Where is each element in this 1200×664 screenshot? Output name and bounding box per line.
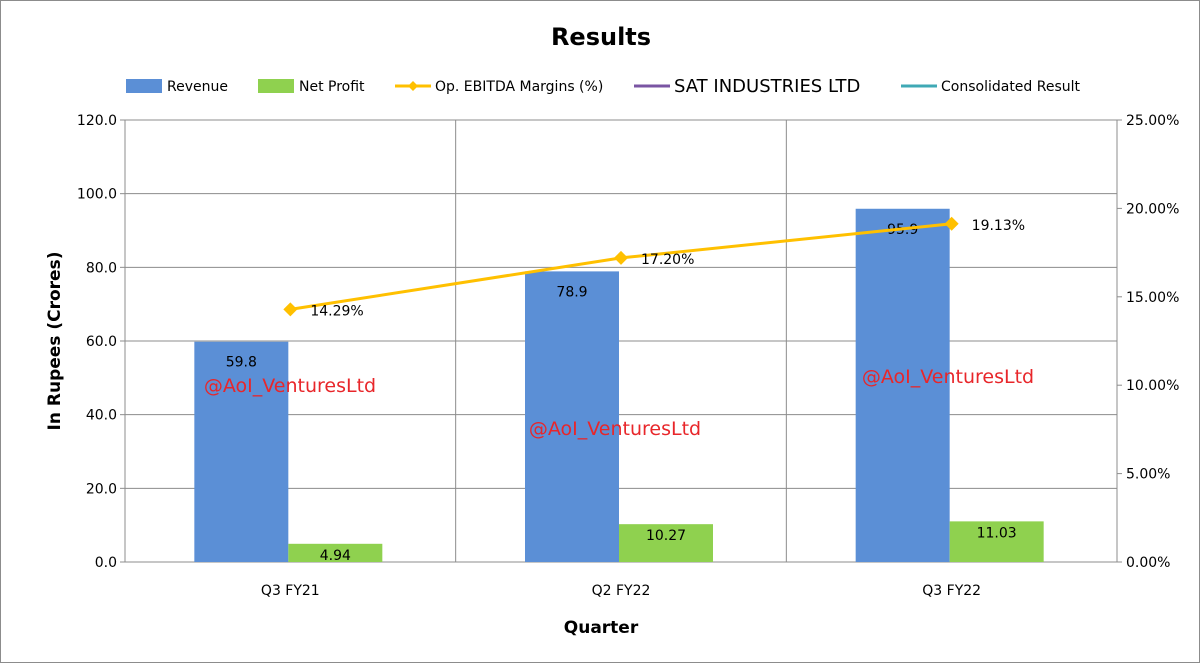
watermark-text: @AoI_VenturesLtd xyxy=(529,418,701,440)
y-tick-label: 100.0 xyxy=(77,187,117,203)
y-tick-label: 120.0 xyxy=(77,113,117,129)
y2-tick-label: 15.00% xyxy=(1126,290,1179,306)
watermark-text: @AoI_VenturesLtd xyxy=(862,366,1034,388)
y2-tick-label: 20.00% xyxy=(1126,201,1179,217)
marker-ebitda-margins xyxy=(283,302,298,317)
legend-swatch-revenue xyxy=(126,79,162,93)
y2-tick-label: 25.00% xyxy=(1126,113,1179,129)
marker-ebitda-margins xyxy=(944,216,959,231)
legend-label-revenue: Revenue xyxy=(167,79,228,95)
x-tick-label: Q3 FY21 xyxy=(261,583,320,599)
y2-tick-label: 10.00% xyxy=(1126,378,1179,394)
data-label-net-profit: 10.27 xyxy=(646,528,686,544)
y-tick-label: 0.0 xyxy=(95,555,117,571)
legend-label-ebitda: Op. EBITDA Margins (%) xyxy=(435,79,603,95)
y-tick-label: 60.0 xyxy=(86,334,117,350)
chart-title: Results xyxy=(551,23,651,51)
y2-tick-label: 0.00% xyxy=(1126,555,1170,571)
line-ebitda-margins xyxy=(290,222,952,311)
bar-net-profit xyxy=(619,524,713,562)
bar-net-profit xyxy=(288,543,383,562)
bar-revenue xyxy=(194,341,289,562)
legend-swatch-net-profit xyxy=(258,79,294,93)
legend-label-company: SAT INDUSTRIES LTD xyxy=(674,76,860,97)
data-label-net-profit: 11.03 xyxy=(977,525,1017,541)
data-label-revenue: 78.9 xyxy=(556,284,587,300)
y-tick-label: 80.0 xyxy=(86,260,117,276)
marker-ebitda-margins xyxy=(614,250,628,265)
bar-revenue xyxy=(855,208,950,563)
bar-revenue xyxy=(525,271,619,562)
x-tick-label: Q3 FY22 xyxy=(922,583,981,599)
watermark-text: @AoI_VenturesLtd xyxy=(204,375,376,397)
data-label-net-profit: 4.94 xyxy=(320,548,351,564)
y2-tick-label: 5.00% xyxy=(1126,467,1170,483)
data-label-ebitda-margins: 17.20% xyxy=(641,252,694,268)
bar-net-profit xyxy=(949,521,1044,562)
x-axis-title: Quarter xyxy=(564,618,639,638)
y-tick-label: 20.0 xyxy=(86,481,117,497)
y-tick-label: 40.0 xyxy=(86,408,117,424)
data-label-revenue: 59.8 xyxy=(226,355,257,371)
data-label-ebitda-margins: 19.13% xyxy=(972,218,1025,234)
legend-swatch-ebitda-marker xyxy=(408,81,418,91)
y-axis-title: In Rupees (Crores) xyxy=(45,252,65,431)
legend-label-consolidated: Consolidated Result xyxy=(941,79,1081,95)
legend-label-net-profit: Net Profit xyxy=(299,79,365,95)
x-tick-label: Q2 FY22 xyxy=(592,583,651,599)
data-label-ebitda-margins: 14.29% xyxy=(310,303,363,319)
